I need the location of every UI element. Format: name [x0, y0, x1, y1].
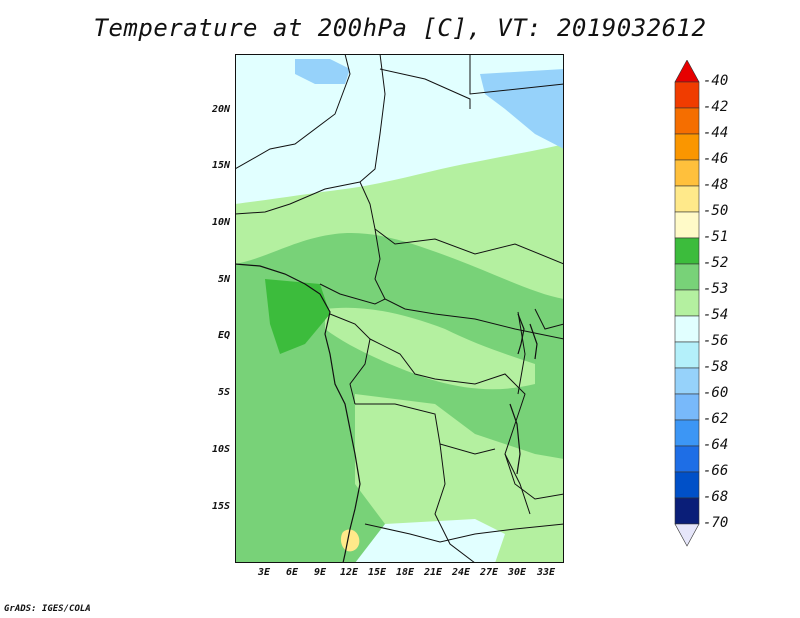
colorbar-segment	[674, 81, 700, 109]
colorbar-segment	[674, 445, 700, 473]
longitude-label: 21E	[423, 567, 443, 578]
colorbar-segment	[674, 133, 700, 161]
colorbar-segment	[674, 367, 700, 395]
longitude-label: 24E	[451, 567, 471, 578]
colorbar-segment	[674, 471, 700, 499]
colorbar-segment	[674, 211, 700, 239]
colorbar-bottom-arrow	[674, 523, 700, 547]
map-frame	[235, 54, 564, 563]
colorbar-segment	[674, 341, 700, 369]
longitude-label: 27E	[479, 567, 499, 578]
colorbar-segment	[674, 185, 700, 213]
longitude-label: 30E	[507, 567, 527, 578]
colorbar-label: -51	[703, 229, 729, 245]
colorbar	[674, 60, 700, 547]
latitude-label: 15S	[211, 501, 230, 512]
grads-credit: GrADS: IGES/COLA	[4, 604, 91, 614]
colorbar-segment	[674, 393, 700, 421]
colorbar-label: -40	[703, 73, 729, 89]
latitude-label: 5S	[217, 387, 230, 398]
lakes	[509, 313, 538, 475]
contour-light-blue-ne	[480, 69, 564, 149]
colorbar-segment	[674, 419, 700, 447]
colorbar-label: -52	[703, 255, 729, 271]
colorbar-segment	[674, 159, 700, 187]
contour-pale-band-central	[325, 307, 535, 390]
colorbar-segment	[674, 497, 700, 525]
colorbar-label: -42	[703, 99, 729, 115]
colorbar-label: -56	[703, 333, 729, 349]
longitude-label: 6E	[285, 567, 299, 578]
colorbar-label: -53	[703, 281, 729, 297]
colorbar-label: -64	[703, 437, 729, 453]
colorbar-label: -58	[703, 359, 729, 375]
colorbar-label: -44	[703, 125, 729, 141]
colorbar-label: -70	[703, 515, 729, 531]
latitude-label: 10S	[211, 444, 230, 455]
contour-dark-green-coast	[265, 279, 330, 354]
coastline-west	[235, 263, 361, 563]
longitude-label: 9E	[313, 567, 327, 578]
map-title: Temperature at 200hPa [C], VT: 201903261…	[93, 14, 707, 42]
colorbar-label: -50	[703, 203, 729, 219]
colorbar-label: -62	[703, 411, 729, 427]
colorbar-segment	[674, 237, 700, 265]
temperature-map	[235, 54, 564, 563]
colorbar-label: -60	[703, 385, 729, 401]
colorbar-top-arrow	[674, 60, 700, 83]
longitude-label: 15E	[367, 567, 387, 578]
colorbar-label: -54	[703, 307, 729, 323]
contour-pale-band-south	[355, 394, 564, 563]
longitude-label: 33E	[536, 567, 556, 578]
contour-yellow-south	[340, 529, 360, 552]
colorbar-segment	[674, 289, 700, 317]
contour-light-blue-nw	[295, 59, 350, 84]
latitude-label: EQ	[217, 330, 230, 341]
colorbar-label: -66	[703, 463, 729, 479]
colorbar-label: -68	[703, 489, 729, 505]
colorbar-segment	[674, 263, 700, 291]
longitude-label: 12E	[339, 567, 359, 578]
latitude-label: 15N	[211, 160, 230, 171]
latitude-label: 10N	[211, 217, 230, 228]
colorbar-segment	[674, 107, 700, 135]
colorbar-segment	[674, 315, 700, 343]
colorbar-label: -48	[703, 177, 729, 193]
country-borders	[235, 54, 564, 563]
longitude-label: 3E	[257, 567, 271, 578]
latitude-label: 5N	[217, 274, 230, 285]
latitude-label: 20N	[211, 104, 230, 115]
longitude-label: 18E	[395, 567, 415, 578]
colorbar-label: -46	[703, 151, 729, 167]
